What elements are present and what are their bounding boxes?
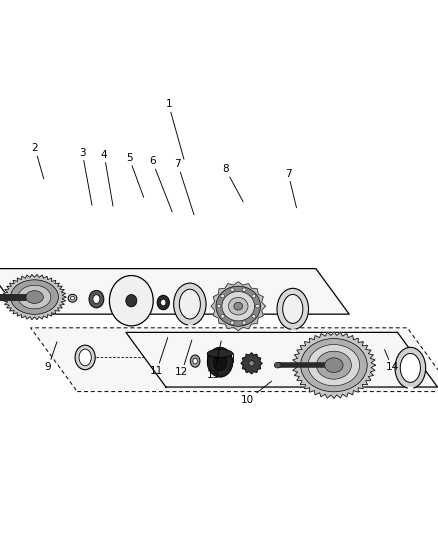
Ellipse shape [234,302,243,310]
Text: 5: 5 [126,153,144,197]
Ellipse shape [126,295,137,307]
Ellipse shape [217,304,221,308]
Ellipse shape [222,292,254,321]
Ellipse shape [75,345,95,370]
Polygon shape [0,269,349,314]
Polygon shape [241,353,262,374]
Polygon shape [292,332,375,399]
Ellipse shape [316,351,351,379]
Ellipse shape [274,362,281,368]
Ellipse shape [221,314,225,318]
Text: 6: 6 [149,156,172,212]
Ellipse shape [207,350,233,358]
Ellipse shape [193,358,197,364]
Text: 3: 3 [79,148,92,205]
Ellipse shape [93,295,100,303]
Text: 9: 9 [45,342,57,372]
Ellipse shape [283,294,303,324]
Ellipse shape [216,286,261,326]
Ellipse shape [242,321,246,325]
Ellipse shape [252,294,256,298]
Ellipse shape [277,288,308,329]
Ellipse shape [230,321,234,325]
Text: 1: 1 [165,100,184,159]
Ellipse shape [207,348,233,377]
Ellipse shape [161,299,166,306]
Ellipse shape [79,349,91,366]
Ellipse shape [242,288,246,292]
Ellipse shape [173,283,206,325]
Text: 7: 7 [285,168,297,208]
Ellipse shape [300,338,367,392]
Ellipse shape [230,288,234,292]
Ellipse shape [400,353,420,382]
Ellipse shape [26,290,43,303]
Text: 8: 8 [222,164,243,201]
Ellipse shape [68,294,77,302]
Polygon shape [31,328,438,392]
Ellipse shape [212,352,228,372]
Ellipse shape [18,285,51,309]
Text: 10: 10 [241,381,272,405]
Ellipse shape [229,297,248,315]
Ellipse shape [395,348,426,389]
Polygon shape [3,274,66,320]
Text: 13: 13 [207,341,221,380]
Ellipse shape [308,344,360,386]
Ellipse shape [71,296,74,300]
Ellipse shape [157,295,170,310]
Ellipse shape [190,355,200,367]
Text: 12: 12 [175,340,192,377]
Ellipse shape [11,280,58,314]
Ellipse shape [256,304,259,308]
Ellipse shape [252,314,256,318]
Ellipse shape [179,289,200,319]
Polygon shape [211,282,265,330]
Ellipse shape [249,361,254,366]
Ellipse shape [110,276,153,326]
Ellipse shape [89,290,104,308]
Ellipse shape [325,358,343,373]
Text: 2: 2 [32,143,44,179]
Polygon shape [126,333,438,387]
Ellipse shape [221,294,225,298]
Text: 7: 7 [174,159,194,215]
Text: 4: 4 [101,150,113,206]
Text: 11: 11 [150,337,168,376]
Text: 14: 14 [385,350,399,372]
